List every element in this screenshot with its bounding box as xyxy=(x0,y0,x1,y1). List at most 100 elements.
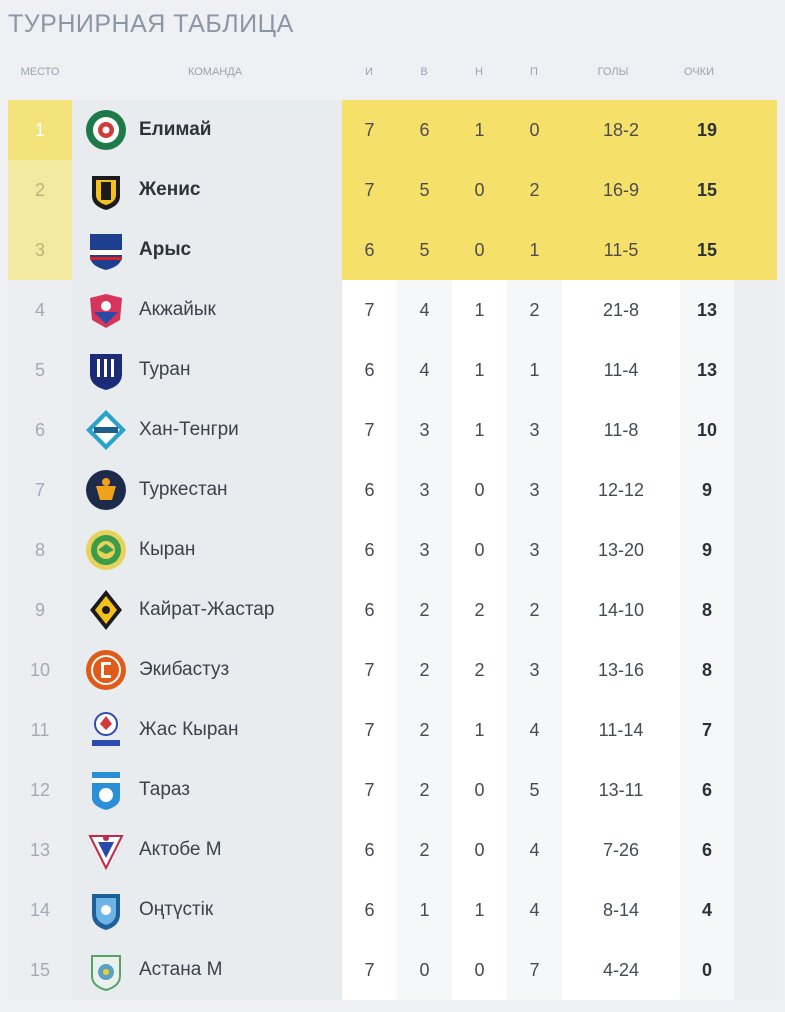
place-cell: 13 xyxy=(29,840,51,860)
table-row[interactable]: 1 Елимай 7 6 1 0 18-2 19 xyxy=(8,100,777,160)
wins-cell: 6 xyxy=(419,120,430,140)
turkestan-logo[interactable] xyxy=(84,468,128,512)
goals-cell: 16-9 xyxy=(602,180,640,200)
header-place[interactable]: МЕСТО xyxy=(20,66,60,78)
table-row[interactable]: 2 Женис 7 5 0 2 16-9 15 xyxy=(8,160,777,220)
goals-cell: 13-16 xyxy=(597,660,645,680)
table-row[interactable]: 7 Туркестан 6 3 0 3 12-12 9 xyxy=(8,460,777,520)
team-name-link[interactable]: Актобе М xyxy=(139,839,222,860)
team-name-link[interactable]: Тараз xyxy=(139,779,190,800)
goals-cell: 8-14 xyxy=(602,900,640,920)
points-cell: 15 xyxy=(696,180,718,200)
points-cell: 13 xyxy=(696,360,718,380)
table-row[interactable]: 8 Кыран 6 3 0 3 13-20 9 xyxy=(8,520,777,580)
wins-cell: 3 xyxy=(419,480,430,500)
wins-cell: 3 xyxy=(419,420,430,440)
goals-cell: 11-4 xyxy=(603,360,639,380)
losses-cell: 4 xyxy=(529,720,540,740)
wins-cell: 1 xyxy=(419,900,430,920)
losses-cell: 3 xyxy=(529,480,540,500)
losses-cell: 2 xyxy=(529,600,540,620)
losses-cell: 1 xyxy=(529,240,540,260)
table-row[interactable]: 10 Экибастуз 7 2 2 3 13-16 8 xyxy=(8,640,777,700)
team-name-link[interactable]: Туркестан xyxy=(139,479,228,500)
team-name-link[interactable]: Хан-Тенгри xyxy=(139,419,239,440)
table-row[interactable]: 6 Хан-Тенгри 7 3 1 3 11-8 10 xyxy=(8,400,777,460)
header-games[interactable]: И xyxy=(365,66,373,78)
losses-cell: 4 xyxy=(529,840,540,860)
losses-cell: 1 xyxy=(529,360,540,380)
table-row[interactable]: 11 Жас Кыран 7 2 1 4 11-14 7 xyxy=(8,700,777,760)
zhas-kyran-logo[interactable] xyxy=(84,708,128,752)
team-name-link[interactable]: Женис xyxy=(139,179,201,200)
place-cell: 10 xyxy=(29,660,51,680)
table-row[interactable]: 15 Астана М 7 0 0 7 4-24 0 xyxy=(8,940,777,1000)
games-cell: 7 xyxy=(364,960,375,980)
khan-tengri-logo[interactable] xyxy=(84,408,128,452)
place-cell: 4 xyxy=(34,300,45,320)
losses-cell: 2 xyxy=(529,180,540,200)
points-cell: 7 xyxy=(701,720,712,740)
header-wins[interactable]: В xyxy=(420,66,428,78)
header-goals[interactable]: ГОЛЫ xyxy=(597,66,629,78)
table-row[interactable]: 3 Арыс 6 5 0 1 11-5 15 xyxy=(8,220,777,280)
losses-cell: 4 xyxy=(529,900,540,920)
draws-cell: 1 xyxy=(474,300,485,320)
header-points[interactable]: ОЧКИ xyxy=(684,66,714,78)
place-cell: 6 xyxy=(34,420,45,440)
astana-m-logo[interactable] xyxy=(84,948,128,992)
goals-cell: 11-5 xyxy=(603,240,639,260)
goals-cell: 14-10 xyxy=(597,600,645,620)
games-cell: 7 xyxy=(364,660,375,680)
arys-logo[interactable] xyxy=(84,228,128,272)
place-cell: 11 xyxy=(30,720,50,740)
wins-cell: 2 xyxy=(419,780,430,800)
games-cell: 7 xyxy=(364,720,375,740)
goals-cell: 13-20 xyxy=(597,540,645,560)
turan-logo[interactable] xyxy=(84,348,128,392)
akzhaiyk-logo[interactable] xyxy=(84,288,128,332)
wins-cell: 2 xyxy=(419,660,430,680)
wins-cell: 3 xyxy=(419,540,430,560)
header-draws[interactable]: Н xyxy=(475,66,483,78)
header-team[interactable]: КОМАНДА xyxy=(187,66,243,78)
place-cell: 7 xyxy=(34,480,45,500)
goals-cell: 7-26 xyxy=(602,840,640,860)
draws-cell: 2 xyxy=(474,660,485,680)
losses-cell: 7 xyxy=(529,960,540,980)
draws-cell: 2 xyxy=(474,600,485,620)
promotion-zone-highlight xyxy=(342,100,777,280)
aktobe-m-logo[interactable] xyxy=(84,828,128,872)
team-name-link[interactable]: Астана М xyxy=(139,959,223,980)
header-losses[interactable]: П xyxy=(530,66,538,78)
taraz-logo[interactable] xyxy=(84,768,128,812)
table-row[interactable]: 4 Акжайык 7 4 1 2 21-8 13 xyxy=(8,280,777,340)
team-name-link[interactable]: Кыран xyxy=(139,539,196,560)
goals-cell: 4-24 xyxy=(602,960,640,980)
games-cell: 6 xyxy=(364,360,375,380)
table-row[interactable]: 14 Оңтүстік 6 1 1 4 8-14 4 xyxy=(8,880,777,940)
team-name-link[interactable]: Оңтүстік xyxy=(139,899,214,920)
table-header: МЕСТО КОМАНДА И В Н П ГОЛЫ ОЧКИ xyxy=(0,62,785,84)
table-row[interactable]: 13 Актобе М 6 2 0 4 7-26 6 xyxy=(8,820,777,880)
goals-cell: 12-12 xyxy=(597,480,645,500)
points-cell: 13 xyxy=(696,300,718,320)
wins-cell: 2 xyxy=(419,840,430,860)
table-row[interactable]: 9 Кайрат-Жастар 6 2 2 2 14-10 8 xyxy=(8,580,777,640)
elimai-logo[interactable] xyxy=(84,108,128,152)
table-row[interactable]: 12 Тараз 7 2 0 5 13-11 6 xyxy=(8,760,777,820)
team-name-link[interactable]: Арыс xyxy=(139,239,192,260)
kyran-logo[interactable] xyxy=(84,528,128,572)
team-name-link[interactable]: Туран xyxy=(139,359,191,380)
team-name-link[interactable]: Жас Кыран xyxy=(139,719,239,740)
team-name-link[interactable]: Экибастуз xyxy=(139,659,230,680)
ontustik-logo[interactable] xyxy=(84,888,128,932)
team-name-link[interactable]: Кайрат-Жастар xyxy=(139,599,275,620)
kairat-zhastar-logo[interactable] xyxy=(84,588,128,632)
team-name-link[interactable]: Акжайык xyxy=(139,299,216,320)
zhenis-logo[interactable] xyxy=(84,168,128,212)
team-name-link[interactable]: Елимай xyxy=(139,119,212,140)
ekibastuz-logo[interactable] xyxy=(84,648,128,692)
table-row[interactable]: 5 Туран 6 4 1 1 11-4 13 xyxy=(8,340,777,400)
goals-cell: 11-8 xyxy=(603,420,639,440)
